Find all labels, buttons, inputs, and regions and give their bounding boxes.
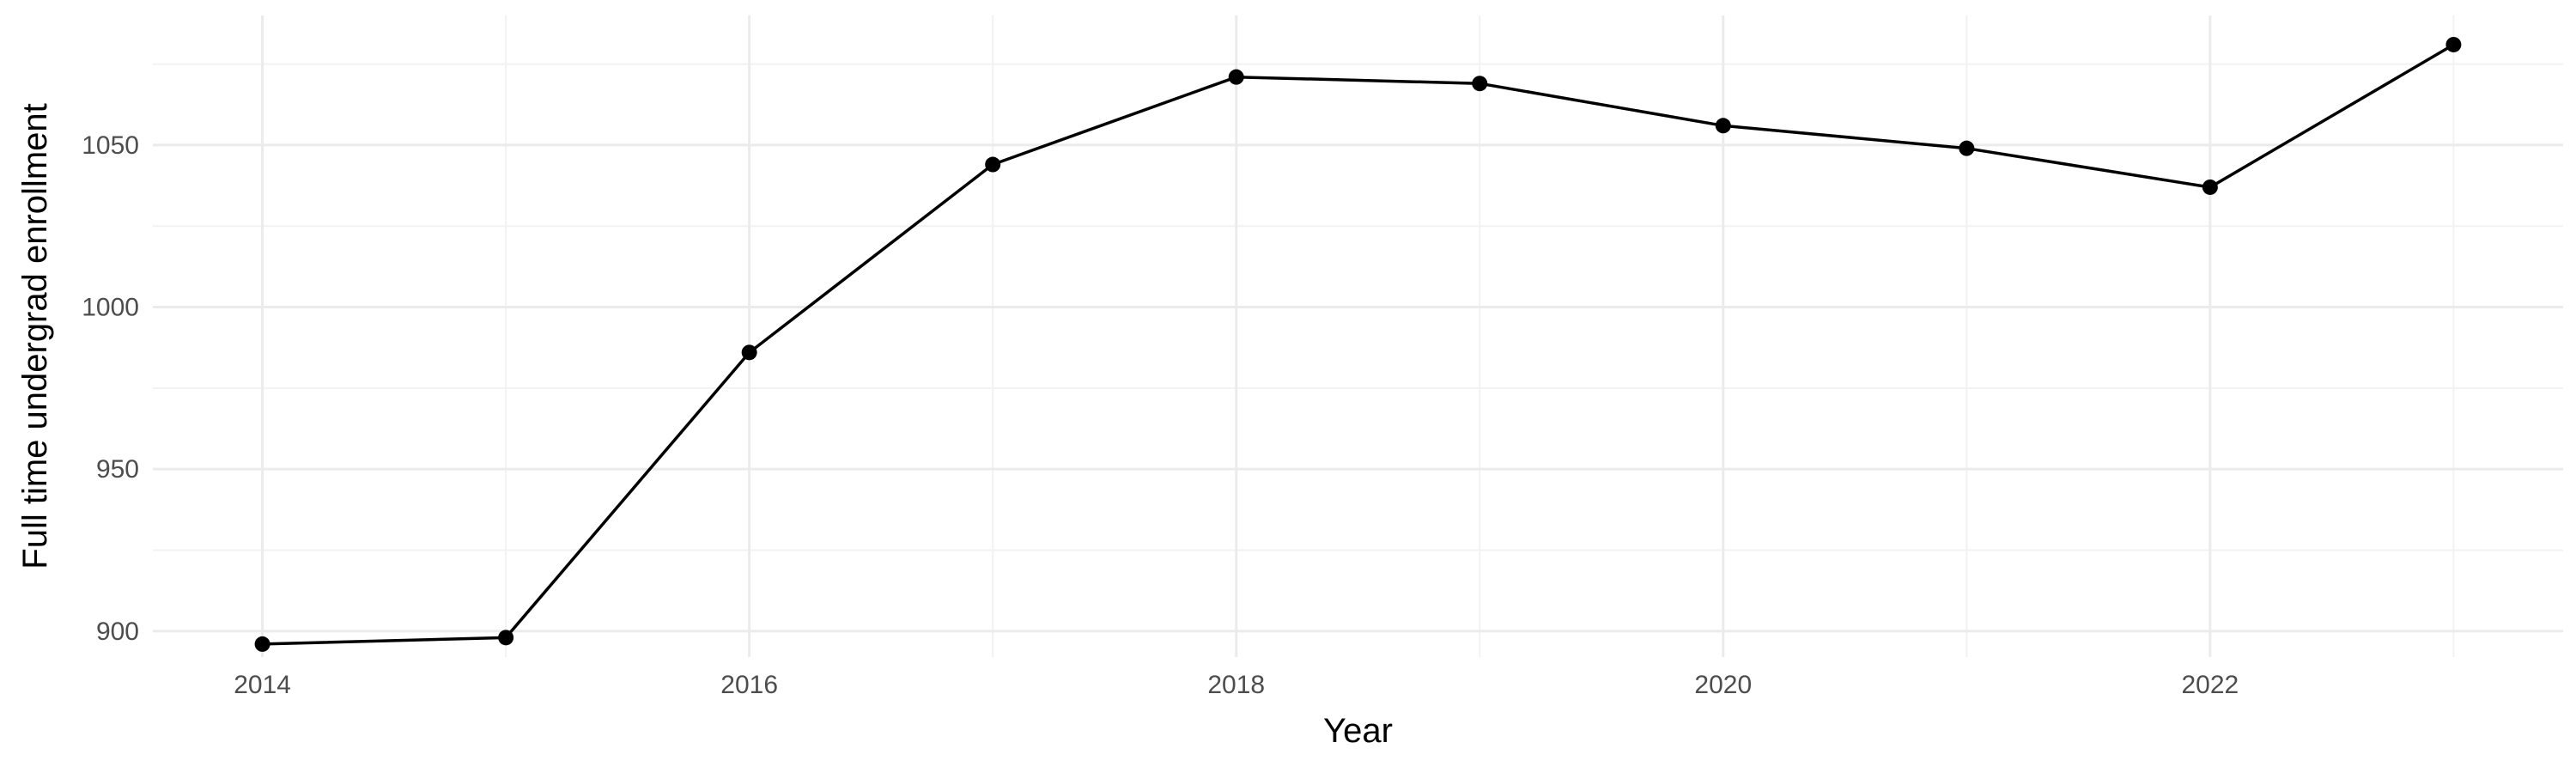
y-tick-label: 950 <box>96 455 139 484</box>
series-line <box>262 43 2455 646</box>
x-tick-label: 2018 <box>1207 671 1265 699</box>
x-tick-label: 2014 <box>234 671 291 699</box>
data-point <box>741 344 757 361</box>
data-point <box>254 636 270 652</box>
x-tick-label: 2020 <box>1694 671 1752 699</box>
x-axis-tick-labels: 2014 2016 2018 2020 2022 <box>234 671 2239 699</box>
data-point <box>1228 69 1244 85</box>
x-tick-label: 2022 <box>2181 671 2239 699</box>
x-tick-label: 2016 <box>720 671 778 699</box>
y-tick-label: 1050 <box>82 131 139 160</box>
data-point <box>498 630 514 646</box>
x-axis-title: Year <box>1323 712 1393 750</box>
data-point <box>2202 179 2218 195</box>
y-axis-tick-labels: 900 950 1000 1050 <box>82 131 139 646</box>
major-gridlines <box>153 15 2563 657</box>
y-tick-label: 1000 <box>82 294 139 322</box>
data-point <box>1715 118 1731 134</box>
data-point <box>2445 36 2462 52</box>
data-point <box>985 156 1001 173</box>
y-tick-label: 900 <box>96 618 139 646</box>
minor-gridlines <box>153 15 2563 657</box>
data-point <box>1472 76 1488 92</box>
data-points <box>254 36 2462 652</box>
y-axis-title: Full time undergrad enrollment <box>16 103 54 569</box>
series-layer <box>262 43 2455 646</box>
data-point <box>1959 140 1975 156</box>
